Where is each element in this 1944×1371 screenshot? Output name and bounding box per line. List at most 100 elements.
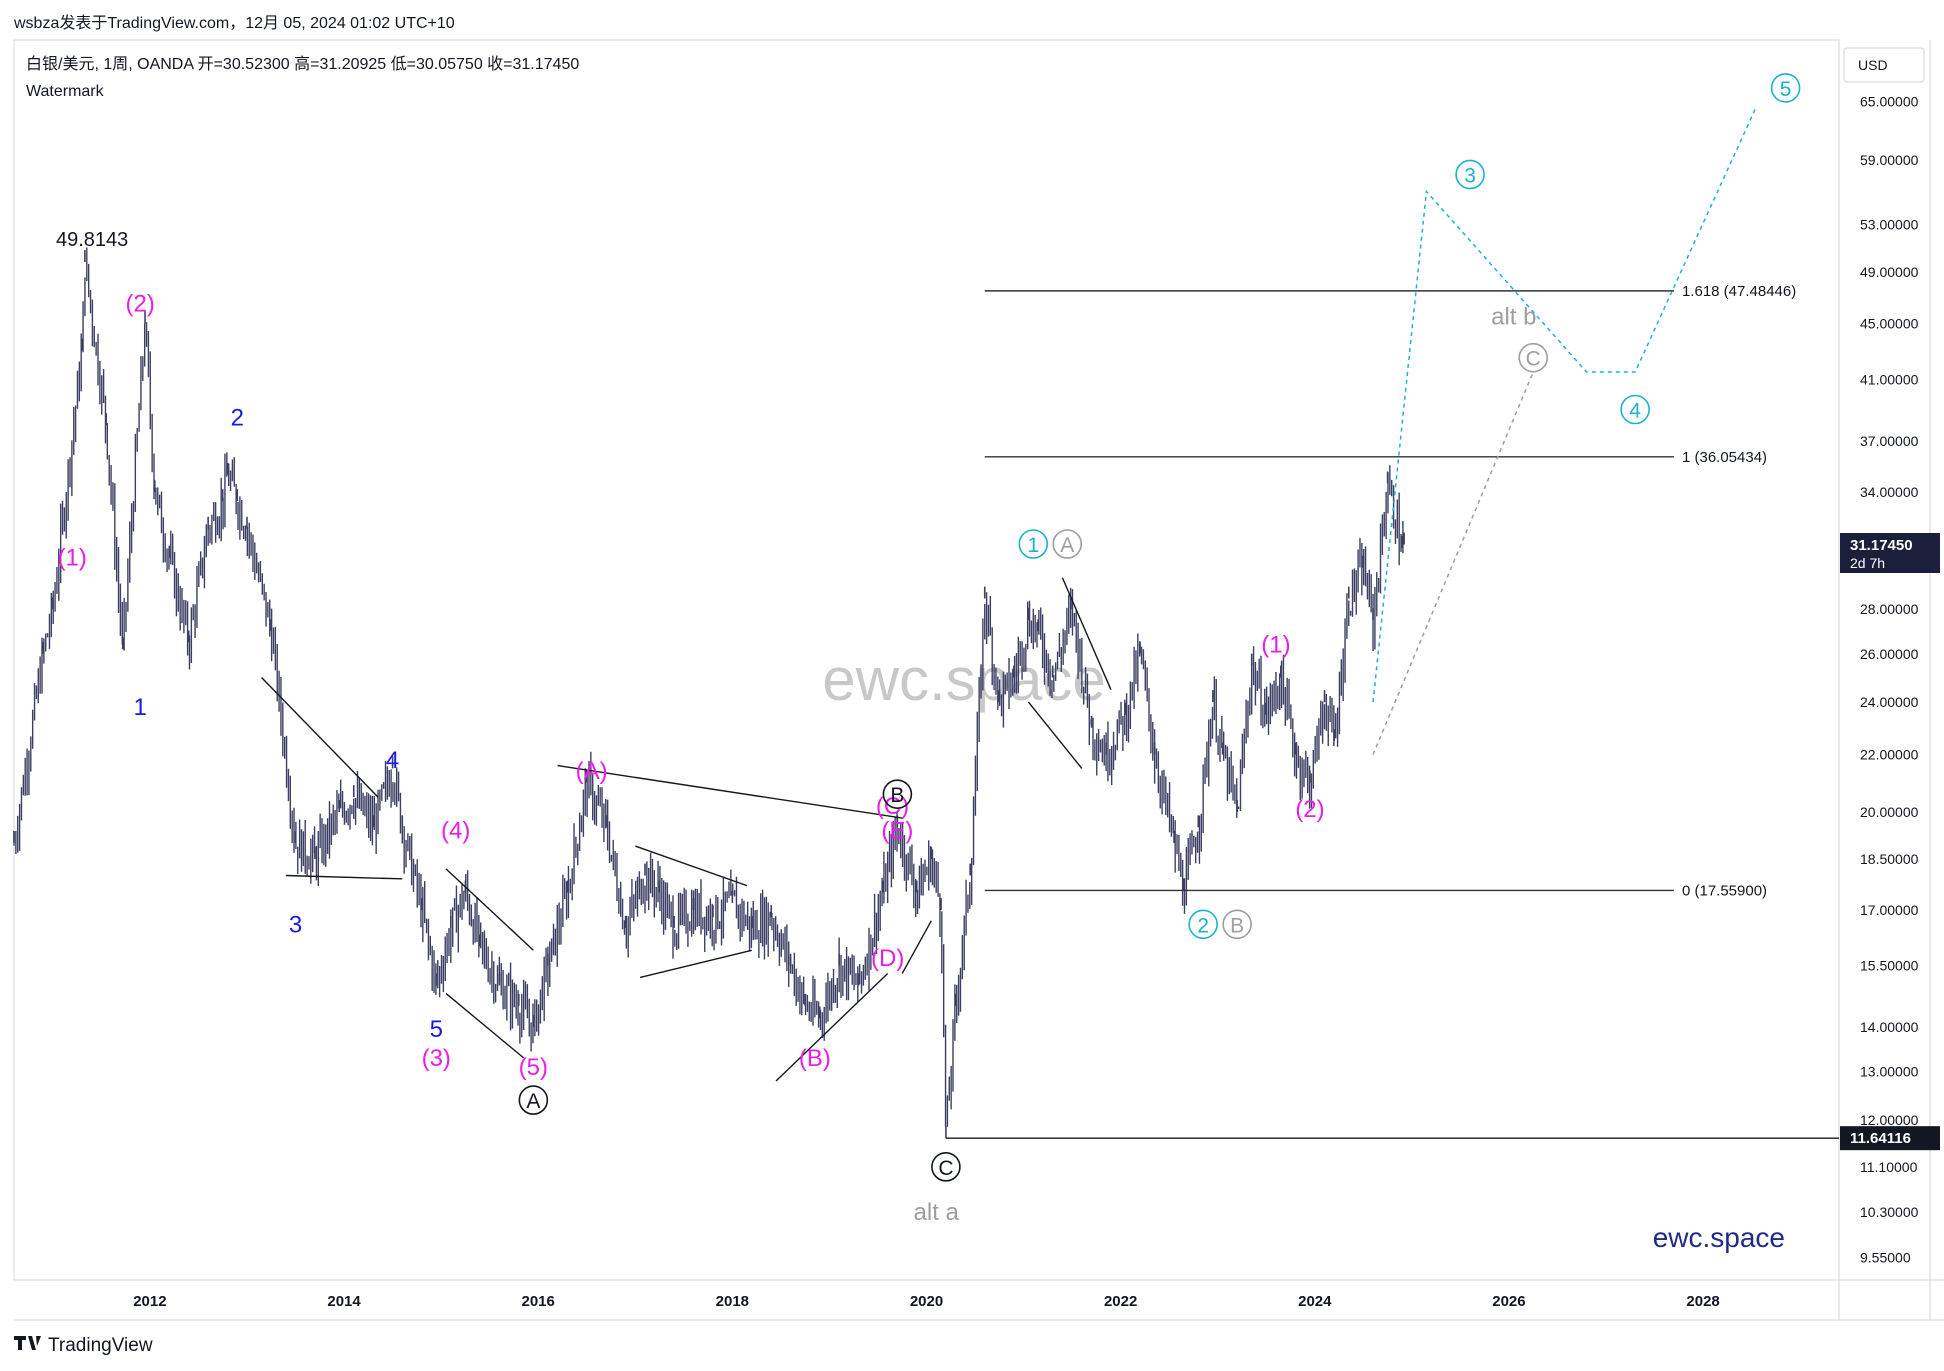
last-price-value: 31.17450	[1850, 537, 1913, 554]
wave-label-circle	[882, 779, 913, 809]
projection-path	[1372, 105, 1758, 703]
trend-line	[901, 920, 932, 974]
low-marker-badge	[1840, 1126, 1940, 1151]
wave-label-circle	[1222, 909, 1252, 940]
fib-label: 1.618 (47.48446)	[1682, 283, 1796, 300]
price-tick-label: 15.50000	[1860, 958, 1919, 974]
wave-label: (A)	[576, 758, 608, 785]
wave-label: 1	[1027, 534, 1039, 557]
price-tick-label: 28.00000	[1860, 601, 1919, 617]
wave-label: B	[1230, 914, 1244, 937]
wave-label: (E)	[881, 817, 913, 844]
price-tick-label: 59.00000	[1860, 152, 1919, 168]
wave-label: 4	[1629, 400, 1641, 423]
time-tick-label: 2020	[910, 1293, 943, 1310]
bar-countdown: 2d 7h	[1850, 555, 1885, 571]
chart-frame	[13, 39, 1944, 1321]
trend-line	[445, 992, 525, 1059]
price-tick-label: 12.00000	[1860, 1112, 1919, 1128]
price-tick-label: 14.00000	[1860, 1019, 1919, 1035]
wave-label: A	[1060, 534, 1074, 557]
wave-label-circle	[1052, 529, 1083, 559]
fibonacci-levels: 1.618 (47.48446) 1 (36.05434) 0 (17.55900)	[945, 283, 1839, 1139]
wave-label: (3)	[422, 1045, 451, 1072]
time-axis[interactable]: 2012 2014 2016 2018 2020 2022 2024 2026 2028	[133, 1293, 1720, 1310]
tradingview-logo-icon	[14, 1336, 41, 1350]
wave-label: (2)	[1295, 796, 1324, 823]
wave-label: 4	[386, 747, 399, 774]
time-tick-label: 2016	[522, 1293, 555, 1310]
wave-label: (5)	[519, 1054, 548, 1081]
time-tick-label: 2014	[327, 1293, 361, 1310]
wave-label: (2)	[126, 291, 155, 318]
fib-label: 1 (36.05434)	[1682, 449, 1767, 466]
high-label: 49.8143	[56, 229, 128, 251]
price-tick-label: 20.00000	[1860, 804, 1919, 820]
trend-line	[285, 874, 403, 880]
trend-line	[1027, 701, 1083, 769]
watermark-label: Watermark	[26, 83, 105, 100]
last-price-badge	[1840, 533, 1940, 573]
price-axis[interactable]: USD 65.00000 59.00000 53.00000 49.00000 45.0…	[1840, 47, 1940, 1266]
price-tick-label: 26.00000	[1860, 646, 1919, 662]
time-tick-label: 2024	[1298, 1293, 1332, 1310]
time-tick-label: 2012	[133, 1293, 166, 1310]
wave-label: 5	[1780, 78, 1792, 101]
wave-label: (B)	[799, 1045, 831, 1072]
time-tick-label: 2026	[1492, 1293, 1525, 1310]
wave-label-circle	[1018, 529, 1049, 559]
price-tick-label: 49.00000	[1860, 264, 1919, 280]
trend-line	[775, 972, 889, 1082]
wave-label: 3	[289, 911, 302, 938]
wave-labels: (1)(2)12345(3)(4)(5)A(A)(B)(C)(E)B(D)Cal…	[58, 73, 1801, 1226]
price-ticks: 65.00000 59.00000 53.00000 49.00000 45.00000…	[1860, 94, 1919, 1266]
trend-line	[639, 949, 752, 979]
time-tick-label: 2022	[1104, 1293, 1137, 1310]
price-tick-label: 17.00000	[1860, 902, 1919, 918]
price-tick-label: 13.00000	[1860, 1064, 1919, 1080]
trend-line	[557, 764, 903, 819]
symbol-legend[interactable]: 白银/美元, 1周, OANDA 开=30.52300 高=31.20925 低…	[26, 55, 579, 73]
time-tick-label: 2028	[1686, 1293, 1719, 1310]
wave-label-circle	[931, 1152, 961, 1182]
wave-label: B	[890, 784, 904, 807]
wave-label: A	[526, 1090, 540, 1113]
wave-label: (1)	[58, 545, 87, 572]
price-tick-label: 18.50000	[1860, 851, 1919, 867]
projection-paths	[1372, 105, 1758, 755]
wave-label: (4)	[441, 817, 470, 844]
wave-label: 2	[231, 404, 244, 431]
candlestick-series	[13, 247, 1405, 1139]
price-tick-label: 11.10000	[1860, 1159, 1918, 1175]
trend-line	[1061, 577, 1112, 690]
wave-label: (1)	[1261, 632, 1290, 659]
trend-line	[635, 845, 748, 887]
wave-label: alt a	[914, 1199, 960, 1226]
wave-label: alt b	[1491, 304, 1536, 331]
wave-label: (D)	[871, 945, 904, 972]
wave-label: 3	[1464, 164, 1476, 187]
wave-label: 1	[134, 694, 147, 721]
published-line: wsbza发表于TradingView.com，12月 05, 2024 01:…	[13, 14, 455, 32]
low-marker-value: 11.64116	[1850, 1130, 1911, 1147]
wave-label-circle	[1770, 73, 1801, 103]
projection-path	[1372, 371, 1534, 755]
currency-button[interactable]	[1843, 47, 1925, 83]
wave-label-circle	[518, 1085, 549, 1115]
wave-label: C	[938, 1157, 953, 1180]
price-tick-label: 53.00000	[1860, 217, 1919, 233]
price-tick-label: 22.00000	[1860, 747, 1919, 763]
wave-label: 2	[1197, 914, 1209, 937]
price-tick-label: 37.00000	[1860, 433, 1919, 449]
wave-label-circle	[1620, 394, 1650, 425]
time-tick-label: 2018	[716, 1293, 749, 1310]
tradingview-logo[interactable]: TradingView	[14, 1335, 153, 1356]
wave-label-circle	[1455, 159, 1485, 190]
price-tick-label: 41.00000	[1860, 371, 1919, 387]
price-tick-label: 9.55000	[1860, 1249, 1911, 1265]
tradingview-logo-text: TradingView	[48, 1335, 153, 1356]
price-tick-label: 24.00000	[1860, 694, 1919, 710]
center-watermark: ewc.space	[822, 646, 1105, 713]
trend-line	[261, 677, 379, 798]
